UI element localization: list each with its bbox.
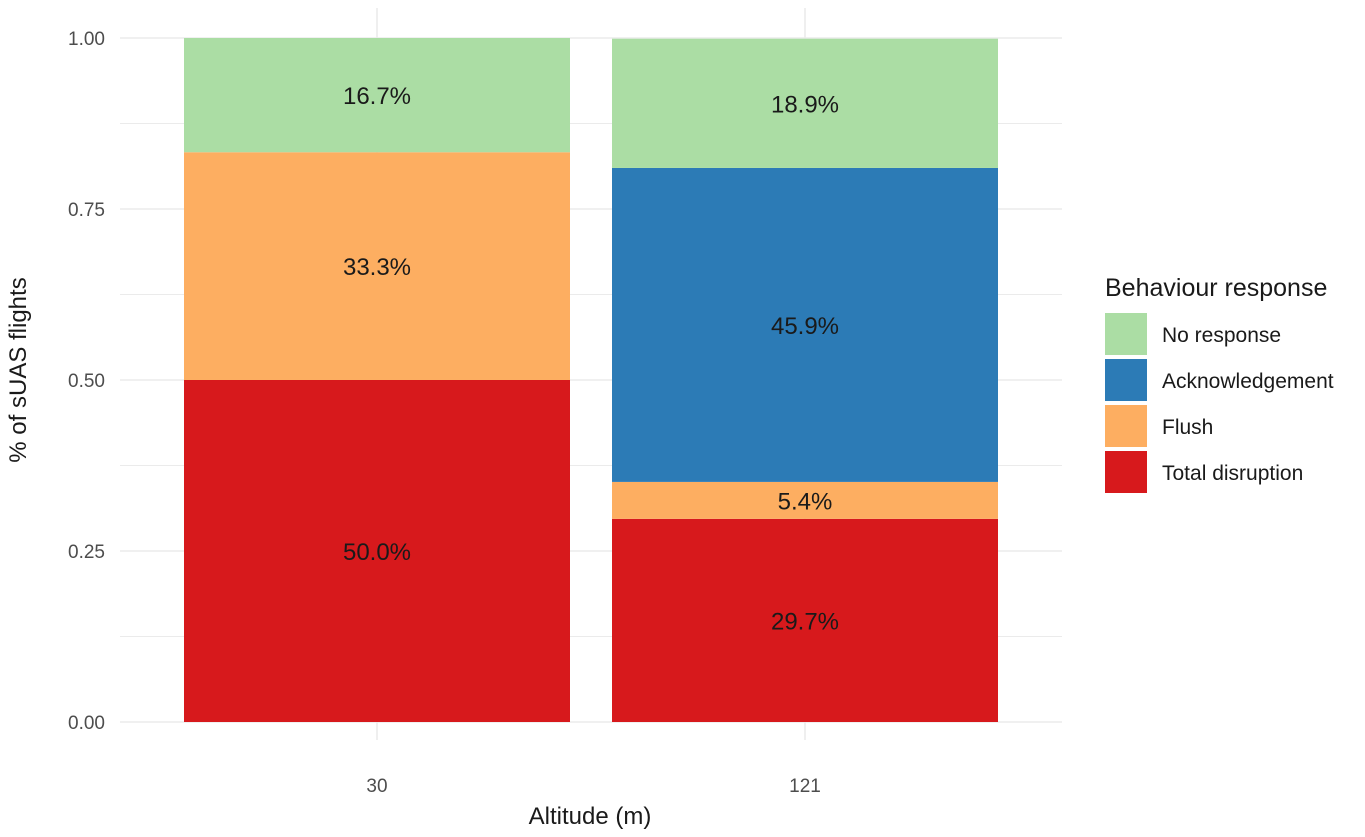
bar-segment-flush-30 [184, 152, 570, 380]
legend-label: No response [1162, 324, 1281, 347]
y-axis-title: % of sUAS flights [5, 277, 32, 462]
bars [184, 38, 998, 722]
bar-segment-total-disruption-30 [184, 380, 570, 722]
data-label: 5.4% [778, 488, 833, 515]
data-label: 29.7% [771, 608, 839, 635]
data-label: 33.3% [343, 254, 411, 281]
bar-segment-no-response-30 [184, 38, 570, 153]
legend-label: Flush [1162, 416, 1213, 439]
x-axis-title: Altitude (m) [529, 803, 652, 830]
y-tick-label: 0.00 [68, 713, 105, 734]
legend-key-acknowledgement [1105, 359, 1147, 401]
y-tick-label: 0.50 [68, 371, 105, 392]
legend-title: Behaviour response [1105, 274, 1327, 302]
bar-segment-flush-121 [612, 481, 998, 519]
x-axis-ticks: 30 121 [366, 776, 820, 797]
bar-segment-acknowledgement-121 [612, 167, 998, 482]
data-label: 18.9% [771, 91, 839, 118]
data-label: 16.7% [343, 83, 411, 110]
y-axis-ticks: 0.00 0.25 0.50 0.75 1.00 [68, 29, 105, 734]
data-label: 50.0% [343, 539, 411, 566]
legend: Behaviour response No response Acknowledg… [1105, 274, 1334, 493]
x-tick-label: 121 [789, 776, 821, 797]
bar-segment-total-disruption-121 [612, 518, 998, 722]
x-tick-label: 30 [366, 776, 387, 797]
legend-key-no-response [1105, 313, 1147, 355]
bar-data-labels: 50.0% 33.3% 16.7% 29.7% 5.4% 45.9% 18.9% [343, 83, 839, 635]
legend-label: Acknowledgement [1162, 370, 1334, 393]
bar-segment-no-response-121 [612, 38, 998, 168]
data-label: 45.9% [771, 313, 839, 340]
y-tick-label: 0.25 [68, 542, 105, 563]
legend-key-total-disruption [1105, 451, 1147, 493]
legend-label: Total disruption [1162, 462, 1303, 485]
legend-key-flush [1105, 405, 1147, 447]
y-tick-label: 0.75 [68, 200, 105, 221]
y-tick-label: 1.00 [68, 29, 105, 50]
